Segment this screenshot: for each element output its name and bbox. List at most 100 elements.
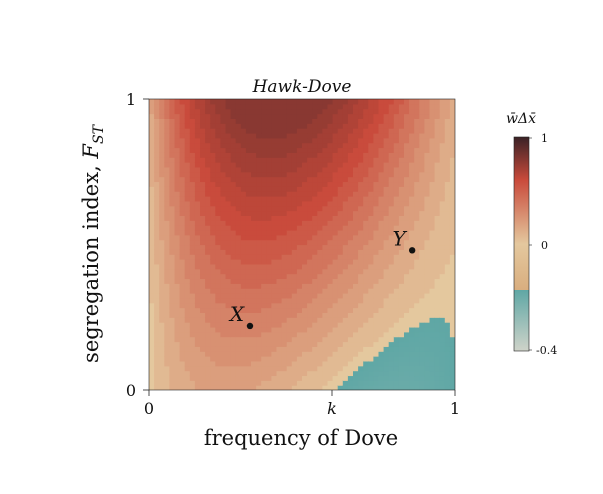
heatmap-cell	[363, 341, 369, 347]
heatmap-cell	[164, 234, 170, 241]
heatmap-cell	[281, 302, 288, 309]
heatmap-cell	[312, 186, 318, 192]
heatmap-cell	[174, 108, 181, 115]
heatmap-cell	[434, 196, 441, 202]
heatmap-cell	[261, 293, 267, 299]
heatmap-cell	[307, 229, 313, 236]
heatmap-cell	[286, 263, 293, 270]
heatmap-cell	[286, 225, 293, 231]
heatmap-cell	[179, 142, 186, 149]
heatmap-cell	[159, 326, 165, 333]
heatmap-cell	[266, 99, 272, 105]
heatmap-cell	[307, 331, 313, 338]
heatmap-cell	[194, 273, 201, 280]
heatmap-cell	[373, 152, 380, 158]
heatmap-cell	[353, 225, 359, 231]
heatmap-cell	[149, 225, 155, 231]
heatmap-cell	[261, 254, 267, 260]
heatmap-cell	[439, 108, 446, 115]
heatmap-cell	[358, 273, 364, 280]
heatmap-cell	[225, 157, 232, 163]
heatmap-cell	[378, 108, 385, 115]
heatmap-cell	[215, 147, 221, 153]
heatmap-cell	[434, 278, 441, 284]
heatmap-cell	[205, 147, 211, 153]
heatmap-cell	[342, 263, 349, 270]
heatmap-cell	[383, 259, 390, 265]
heatmap-cell	[373, 176, 380, 183]
heatmap-cell	[281, 341, 288, 347]
heatmap-cell	[159, 273, 165, 280]
heatmap-cell	[373, 128, 380, 134]
heatmap-cell	[266, 234, 272, 241]
heatmap-cell	[159, 152, 165, 158]
heatmap-cell	[215, 307, 221, 313]
heatmap-cell	[353, 142, 359, 149]
heatmap-cell	[404, 351, 410, 357]
heatmap-cell	[444, 385, 451, 390]
heatmap-cell	[281, 196, 288, 202]
heatmap-cell	[307, 152, 313, 158]
heatmap-cell	[235, 283, 242, 289]
heatmap-cell	[179, 297, 186, 304]
heatmap-cell	[159, 229, 165, 236]
heatmap-cell	[200, 293, 206, 299]
heatmap-cell	[353, 288, 359, 294]
heatmap-cell	[332, 118, 339, 124]
heatmap-cell	[189, 166, 196, 173]
heatmap-cell	[317, 142, 323, 149]
heatmap-cell	[174, 365, 181, 372]
heatmap-cell	[261, 375, 267, 381]
heatmap-cell	[256, 346, 262, 352]
heatmap-cell	[332, 171, 339, 178]
heatmap-cell	[240, 351, 247, 357]
heatmap-cell	[179, 118, 186, 124]
heatmap-cell	[251, 288, 257, 294]
heatmap-cell	[383, 176, 390, 183]
heatmap-cell	[388, 346, 395, 352]
heatmap-cell	[404, 259, 410, 265]
heatmap-cell	[388, 205, 395, 212]
heatmap-cell	[230, 229, 237, 236]
heatmap-cell	[409, 317, 415, 323]
heatmap-cell	[439, 322, 446, 328]
heatmap-cell	[444, 293, 451, 299]
heatmap-cell	[169, 288, 176, 294]
heatmap-cell	[225, 171, 232, 178]
heatmap-cell	[414, 128, 420, 134]
heatmap-cell	[271, 259, 278, 265]
heatmap-cell	[179, 326, 186, 333]
heatmap-cell	[194, 331, 201, 338]
heatmap-cell	[281, 249, 288, 255]
heatmap-cell	[388, 307, 395, 313]
heatmap-cell	[409, 346, 415, 352]
heatmap-cell	[307, 302, 313, 309]
heatmap-cell	[368, 317, 374, 323]
heatmap-cell	[200, 263, 206, 270]
heatmap-cell	[194, 375, 201, 381]
heatmap-cell	[317, 331, 323, 338]
heatmap-cell	[307, 356, 313, 362]
heatmap-cell	[230, 293, 237, 299]
heatmap-cell	[449, 293, 455, 299]
heatmap-cell	[388, 385, 395, 390]
heatmap-cell	[281, 234, 288, 241]
heatmap-cell	[363, 249, 369, 255]
heatmap-cell	[414, 288, 420, 294]
heatmap-cell	[174, 147, 181, 153]
heatmap-cell	[210, 307, 216, 313]
heatmap-cell	[429, 152, 436, 158]
heatmap-cell	[164, 307, 170, 313]
heatmap-cell	[307, 118, 313, 124]
heatmap-cell	[398, 239, 405, 246]
heatmap-cell	[393, 113, 400, 119]
heatmap-cell	[194, 171, 201, 178]
heatmap-cell	[317, 259, 323, 265]
heatmap-cell	[434, 103, 441, 110]
heatmap-cell	[205, 341, 211, 347]
heatmap-cell	[291, 186, 298, 192]
heatmap-cell	[307, 176, 313, 183]
heatmap-cell	[363, 118, 369, 124]
heatmap-cell	[261, 123, 267, 129]
heatmap-cell	[159, 215, 165, 221]
